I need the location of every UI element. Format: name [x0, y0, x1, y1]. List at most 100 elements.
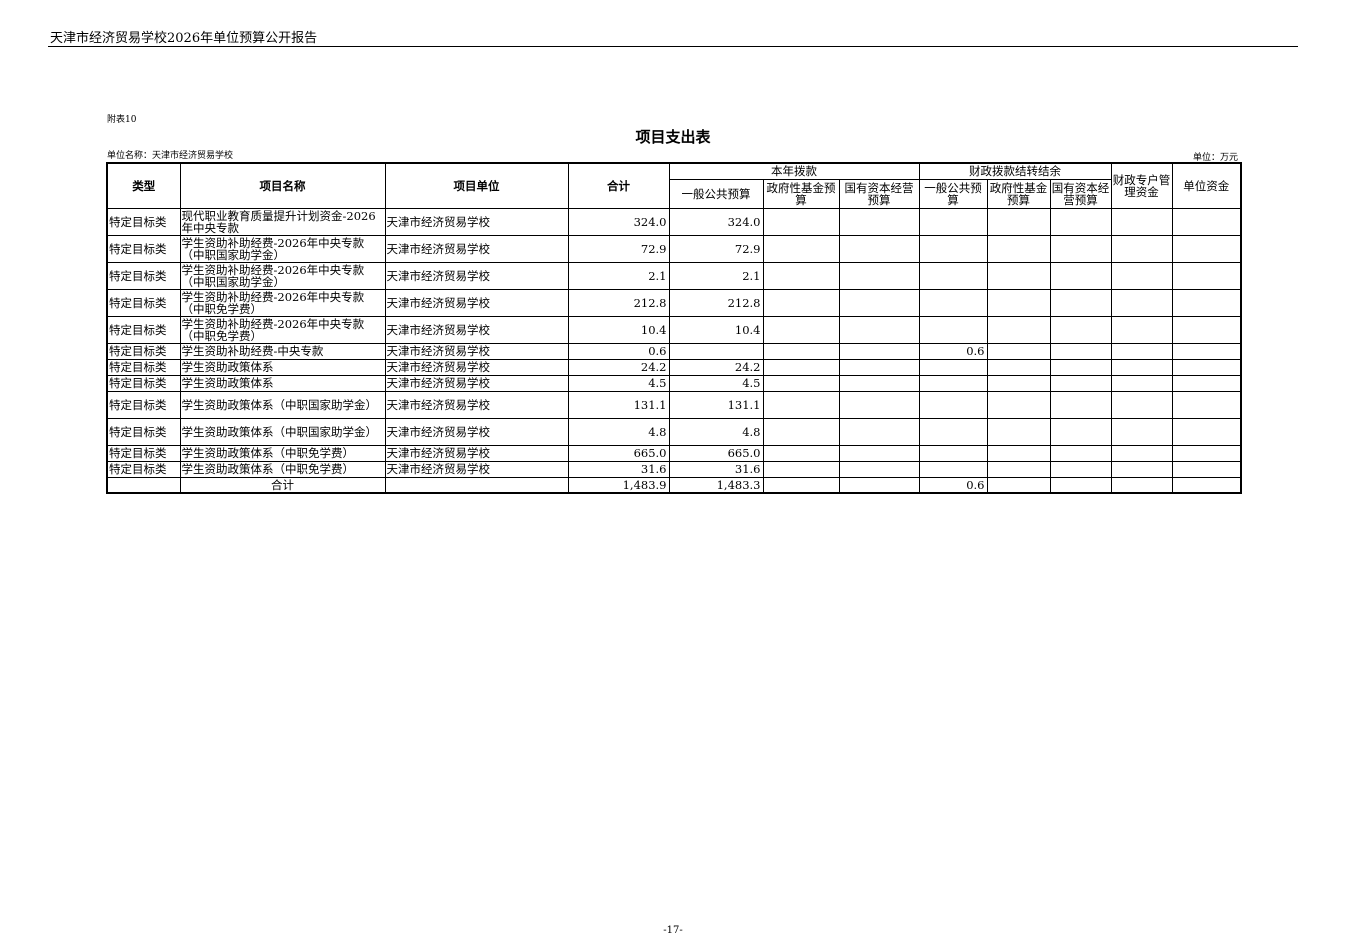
cell-unit-funds [1171, 342, 1242, 360]
total-row: 合计 1,483.9 1,483.3 0.6 [106, 476, 1242, 494]
total-cell-cur-general: 1,483.3 [668, 476, 764, 494]
cell-co-state [1049, 444, 1112, 462]
cell-type: 特定目标类 [106, 374, 181, 392]
cell-special-account [1110, 315, 1173, 344]
cell-total: 10.4 [567, 315, 670, 344]
cell-type: 特定目标类 [106, 342, 181, 360]
cell-name: 学生资助补助经费-2026年中央专款（中职国家助学金） [179, 261, 386, 290]
cell-cur-general: 212.8 [668, 288, 764, 317]
cell-unit-funds [1171, 315, 1242, 344]
cell-unit-funds [1171, 261, 1242, 290]
cell-total: 72.9 [567, 234, 670, 263]
total-cell-type [106, 476, 181, 494]
col-header-co-fund: 政府性基金预算 [986, 178, 1051, 209]
col-header-cur-general: 一般公共预算 [668, 178, 764, 209]
col-group-current-year: 本年拨款 [668, 162, 920, 180]
cell-co-fund [986, 342, 1051, 360]
cell-unit-funds [1171, 207, 1242, 236]
cell-cur-state [838, 288, 920, 317]
cell-special-account [1110, 460, 1173, 478]
cell-cur-fund [762, 460, 840, 478]
cell-co-fund [986, 417, 1051, 446]
cell-total: 0.6 [567, 342, 670, 360]
cell-unit: 天津市经济贸易学校 [384, 444, 569, 462]
cell-cur-general: 24.2 [668, 358, 764, 376]
cell-special-account [1110, 342, 1173, 360]
cell-name: 学生资助补助经费-2026年中央专款（中职国家助学金） [179, 234, 386, 263]
cell-unit-funds [1171, 374, 1242, 392]
cell-type: 特定目标类 [106, 315, 181, 344]
cell-special-account [1110, 444, 1173, 462]
total-cell-unit [384, 476, 569, 494]
cell-type: 特定目标类 [106, 460, 181, 478]
cell-co-general [918, 417, 988, 446]
cell-special-account [1110, 288, 1173, 317]
cell-unit-funds [1171, 460, 1242, 478]
cell-type: 特定目标类 [106, 390, 181, 419]
cell-cur-general: 2.1 [668, 261, 764, 290]
cell-special-account [1110, 261, 1173, 290]
cell-co-general: 0.6 [918, 342, 988, 360]
cell-co-general [918, 374, 988, 392]
cell-total: 31.6 [567, 460, 670, 478]
cell-name: 学生资助政策体系 [179, 374, 386, 392]
cell-co-fund [986, 358, 1051, 376]
currency-unit: 单位：万元 [1192, 153, 1238, 163]
cell-co-general [918, 358, 988, 376]
cell-cur-state [838, 374, 920, 392]
col-group-carryover: 财政拨款结转结余 [918, 162, 1112, 180]
cell-co-fund [986, 288, 1051, 317]
col-header-co-state: 国有资本经营预算 [1049, 178, 1112, 209]
cell-unit-funds [1171, 358, 1242, 376]
cell-cur-state [838, 417, 920, 446]
cell-co-fund [986, 234, 1051, 263]
cell-cur-general: 10.4 [668, 315, 764, 344]
col-header-type: 类型 [106, 162, 181, 209]
cell-unit: 天津市经济贸易学校 [384, 358, 569, 376]
cell-unit: 天津市经济贸易学校 [384, 342, 569, 360]
cell-cur-fund [762, 358, 840, 376]
cell-co-state [1049, 417, 1112, 446]
cell-co-fund [986, 444, 1051, 462]
cell-cur-general: 4.5 [668, 374, 764, 392]
cell-cur-fund [762, 417, 840, 446]
cell-type: 特定目标类 [106, 358, 181, 376]
total-cell-co-fund [986, 476, 1051, 494]
cell-co-fund [986, 390, 1051, 419]
cell-co-fund [986, 460, 1051, 478]
cell-cur-fund [762, 207, 840, 236]
cell-unit: 天津市经济贸易学校 [384, 390, 569, 419]
total-cell-special-account [1110, 476, 1173, 494]
total-cell-name: 合计 [179, 476, 386, 494]
project-expenditure-table: 类型 项目名称 项目单位 合计 本年拨款 财政拨款结转结余 财政专户管理资金 单… [106, 162, 1242, 494]
cell-co-state [1049, 460, 1112, 478]
table-row: 特定目标类 学生资助政策体系（中职国家助学金） 天津市经济贸易学校 4.8 4.8 [106, 417, 1242, 446]
cell-total: 4.8 [567, 417, 670, 446]
cell-total: 4.5 [567, 374, 670, 392]
cell-unit: 天津市经济贸易学校 [384, 315, 569, 344]
table-row: 特定目标类 学生资助补助经费-2026年中央专款（中职国家助学金） 天津市经济贸易学… [106, 234, 1242, 263]
cell-cur-state [838, 261, 920, 290]
cell-name: 现代职业教育质量提升计划资金-2026年中央专款 [179, 207, 386, 236]
cell-co-state [1049, 358, 1112, 376]
cell-special-account [1110, 417, 1173, 446]
total-cell-cur-fund [762, 476, 840, 494]
cell-type: 特定目标类 [106, 417, 181, 446]
cell-cur-general: 31.6 [668, 460, 764, 478]
cell-type: 特定目标类 [106, 444, 181, 462]
cell-special-account [1110, 207, 1173, 236]
page-number: -17- [663, 925, 683, 936]
cell-cur-state [838, 390, 920, 419]
cell-cur-fund [762, 261, 840, 290]
total-cell-total: 1,483.9 [567, 476, 670, 494]
cell-unit-funds [1171, 288, 1242, 317]
cell-cur-state [838, 207, 920, 236]
cell-type: 特定目标类 [106, 288, 181, 317]
cell-co-general [918, 315, 988, 344]
cell-unit: 天津市经济贸易学校 [384, 207, 569, 236]
cell-total: 665.0 [567, 444, 670, 462]
table-row: 特定目标类 现代职业教育质量提升计划资金-2026年中央专款 天津市经济贸易学校 32… [106, 207, 1242, 236]
cell-special-account [1110, 374, 1173, 392]
header-divider [48, 46, 1298, 47]
table-body: 特定目标类 现代职业教育质量提升计划资金-2026年中央专款 天津市经济贸易学校 32… [106, 207, 1242, 494]
